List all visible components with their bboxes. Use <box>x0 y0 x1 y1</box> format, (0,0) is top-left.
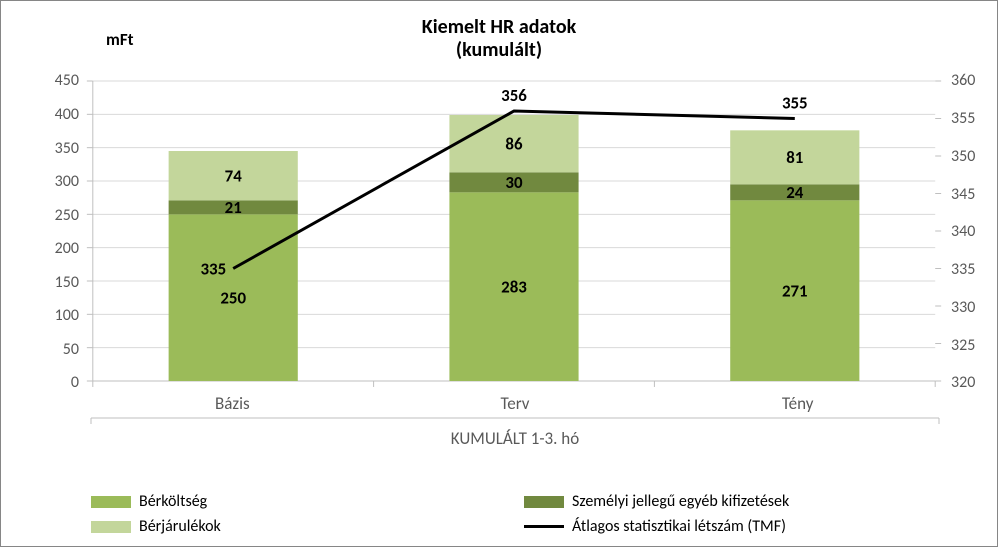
y-axis-unit-label: mFt <box>106 29 134 50</box>
chart-container: Kiemelt HR adatok (kumulált) mFt 250 21 74… <box>0 0 998 547</box>
y-right-tick-label: 320 <box>951 373 975 392</box>
y-right-tick-label: 325 <box>951 336 975 355</box>
y-left-tick-label: 350 <box>1 139 79 158</box>
y-left-tick-label: 150 <box>1 273 79 292</box>
y-right-tick-label: 335 <box>951 260 975 279</box>
line-datalabel: 335 <box>201 258 227 279</box>
legend-item: Bérköltség <box>91 492 504 511</box>
bar-datalabel: 24 <box>786 182 804 203</box>
legend-item: Személyi jellegű egyéb kifizetések <box>524 492 937 511</box>
y-left-tick-label: 50 <box>1 340 79 359</box>
x-category-label: Tény <box>656 393 939 414</box>
chart-title: Kiemelt HR adatok (kumulált) <box>1 16 997 62</box>
legend-line-swatch <box>524 525 564 528</box>
bar-datalabel: 81 <box>786 147 803 168</box>
bar-datalabel: 86 <box>505 134 523 155</box>
x-category-label: Terv <box>374 393 657 414</box>
y-right-tick-label: 350 <box>951 147 975 166</box>
y-right-tick-label: 330 <box>951 298 975 317</box>
bar-datalabel: 74 <box>225 166 243 187</box>
x-group-label: KUMULÁLT 1-3. hó <box>91 428 939 449</box>
bar-datalabel: 271 <box>782 281 808 302</box>
y-left-tick-label: 0 <box>1 373 79 392</box>
y-left-tick-label: 100 <box>1 306 79 325</box>
legend-swatch <box>91 496 131 508</box>
legend-swatch <box>91 521 131 533</box>
chart-title-line2: (kumulált) <box>1 39 997 62</box>
y-right-tick-label: 345 <box>951 185 975 204</box>
chart-svg: 250 21 74 283 30 86 271 24 81 335 356 355 <box>91 81 937 381</box>
y-left-tick-label: 450 <box>1 71 79 90</box>
chart-title-line1: Kiemelt HR adatok <box>1 16 997 39</box>
line-datalabel: 355 <box>782 93 808 114</box>
legend-label: Bérjárulékok <box>139 517 221 536</box>
legend-item: Átlagos statisztikai létszám (TMF) <box>524 517 937 536</box>
plot-area: 250 21 74 283 30 86 271 24 81 335 356 355 <box>91 81 937 381</box>
x-category-label: Bázis <box>91 393 374 414</box>
legend-swatch <box>524 496 564 508</box>
y-left-tick-label: 300 <box>1 172 79 191</box>
legend-label: Átlagos statisztikai létszám (TMF) <box>572 517 786 536</box>
y-right-tick-label: 340 <box>951 222 975 241</box>
y-left-tick-label: 200 <box>1 239 79 258</box>
bar-datalabel: 250 <box>220 288 246 309</box>
y-left-tick-label: 400 <box>1 105 79 124</box>
legend-label: Személyi jellegű egyéb kifizetések <box>572 492 789 511</box>
legend-label: Bérköltség <box>139 492 207 511</box>
legend-item: Bérjárulékok <box>91 517 504 536</box>
y-right-tick-label: 355 <box>951 109 975 128</box>
legend: Bérköltség Személyi jellegű egyéb kifizet… <box>91 492 937 536</box>
bar-datalabel: 283 <box>501 277 527 298</box>
bar-datalabel: 21 <box>225 197 242 218</box>
bar-datalabel: 30 <box>505 172 523 193</box>
y-right-tick-label: 360 <box>951 71 975 90</box>
line-datalabel: 356 <box>501 85 527 106</box>
y-left-tick-label: 250 <box>1 206 79 225</box>
